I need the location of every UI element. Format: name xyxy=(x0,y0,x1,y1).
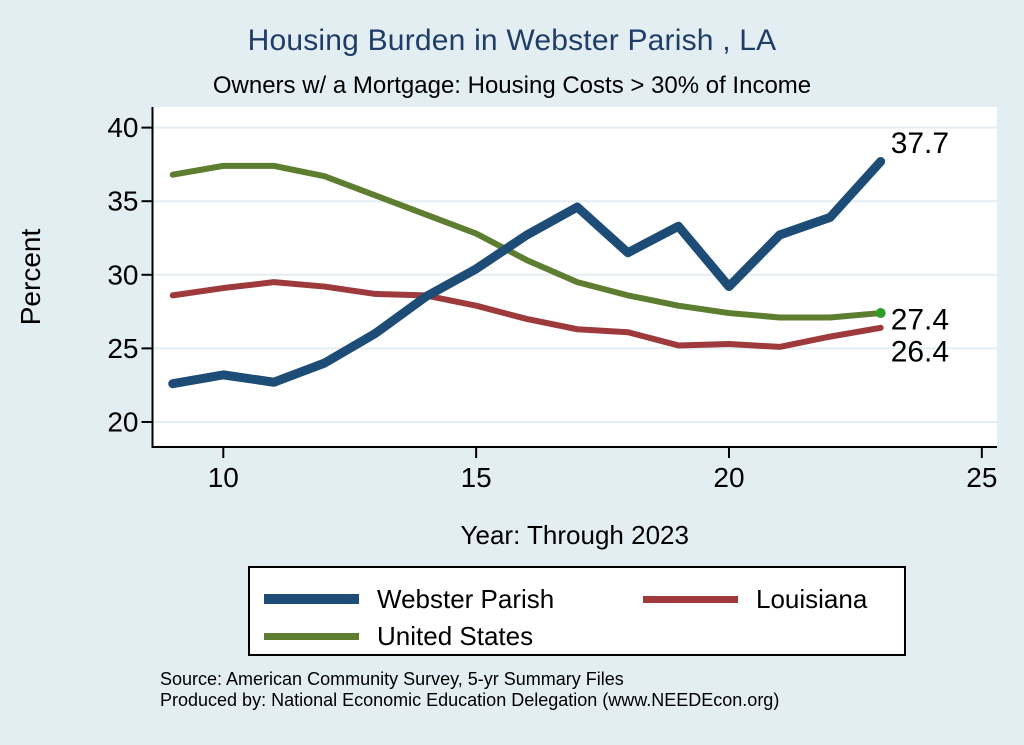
y-tick-label: 25 xyxy=(107,333,138,364)
source-block: Source: American Community Survey, 5-yr … xyxy=(160,669,980,711)
chart-subtitle: Owners w/ a Mortgage: Housing Costs > 30… xyxy=(212,72,812,99)
legend-label-united-states: United States xyxy=(377,621,534,651)
legend-label-louisiana: Louisiana xyxy=(756,584,868,614)
legend-swatch-webster-parish xyxy=(264,594,359,604)
series-line-webster-parish xyxy=(168,156,886,389)
legend-swatch-united-states xyxy=(264,633,359,640)
x-tick-label: 20 xyxy=(713,462,744,493)
series-line-united-states xyxy=(169,162,884,321)
end-label-webster-parish: 37.7 xyxy=(891,127,949,160)
y-tick-label: 20 xyxy=(107,406,138,437)
legend-label-webster-parish: Webster Parish xyxy=(377,584,555,614)
end-label-louisiana: 26.4 xyxy=(891,335,949,368)
legend-swatch-louisiana xyxy=(643,596,738,603)
legend-box: Webster Parish Louisiana United States xyxy=(248,566,906,656)
plot-canvas: 20 25 30 35 40 10 15 20 25 Percent Year: Through 2… xyxy=(15,107,997,550)
y-tick-label: 30 xyxy=(107,259,138,290)
series-end-marker-united-states xyxy=(875,308,886,319)
x-tick-label: 25 xyxy=(966,462,997,493)
x-tick-label: 15 xyxy=(461,462,492,493)
producer-line: Produced by: National Economic Education… xyxy=(160,690,780,710)
end-label-united-states: 27.4 xyxy=(891,304,949,337)
plot-area xyxy=(152,107,997,447)
x-axis-label: Year: Through 2023 xyxy=(461,520,689,550)
series-line-louisiana xyxy=(169,279,884,350)
source-line: Source: American Community Survey, 5-yr … xyxy=(160,669,624,689)
y-tick-label: 40 xyxy=(107,112,138,143)
y-axis-label: Percent xyxy=(15,229,46,326)
y-tick-label: 35 xyxy=(107,186,138,217)
x-tick-label: 10 xyxy=(208,462,239,493)
chart-title: Housing Burden in Webster Parish , LA xyxy=(247,24,777,57)
